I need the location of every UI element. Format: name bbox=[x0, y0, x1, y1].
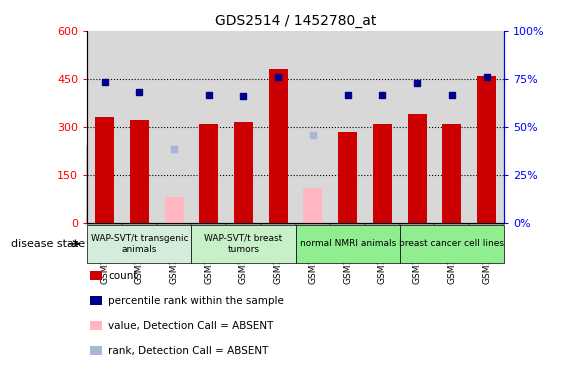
Bar bbox=[296, 31, 330, 223]
Bar bbox=[226, 31, 261, 223]
Text: WAP-SVT/t transgenic
animals: WAP-SVT/t transgenic animals bbox=[91, 234, 188, 254]
Bar bbox=[191, 31, 226, 223]
Title: GDS2514 / 1452780_at: GDS2514 / 1452780_at bbox=[215, 14, 376, 28]
Bar bbox=[164, 197, 184, 223]
Bar bbox=[303, 187, 323, 223]
Text: disease state: disease state bbox=[11, 239, 86, 249]
Bar bbox=[130, 120, 149, 223]
Bar bbox=[435, 31, 469, 223]
Bar bbox=[330, 31, 365, 223]
Bar bbox=[87, 31, 122, 223]
Bar bbox=[469, 31, 504, 223]
Bar bbox=[269, 69, 288, 223]
Bar bbox=[261, 31, 296, 223]
Text: rank, Detection Call = ABSENT: rank, Detection Call = ABSENT bbox=[108, 346, 269, 356]
Bar bbox=[234, 122, 253, 223]
Bar bbox=[443, 124, 461, 223]
Bar bbox=[373, 124, 392, 223]
Text: value, Detection Call = ABSENT: value, Detection Call = ABSENT bbox=[108, 321, 274, 331]
Text: percentile rank within the sample: percentile rank within the sample bbox=[108, 296, 284, 306]
Bar bbox=[122, 31, 157, 223]
Bar bbox=[95, 117, 114, 223]
Bar bbox=[157, 31, 191, 223]
Bar bbox=[477, 76, 496, 223]
Bar bbox=[365, 31, 400, 223]
Text: normal NMRI animals: normal NMRI animals bbox=[300, 239, 396, 248]
Text: WAP-SVT/t breast
tumors: WAP-SVT/t breast tumors bbox=[204, 234, 283, 254]
Bar bbox=[338, 131, 357, 223]
Text: count: count bbox=[108, 271, 137, 281]
Text: breast cancer cell lines: breast cancer cell lines bbox=[399, 239, 504, 248]
Bar bbox=[400, 31, 435, 223]
Bar bbox=[408, 114, 427, 223]
Bar bbox=[199, 124, 218, 223]
